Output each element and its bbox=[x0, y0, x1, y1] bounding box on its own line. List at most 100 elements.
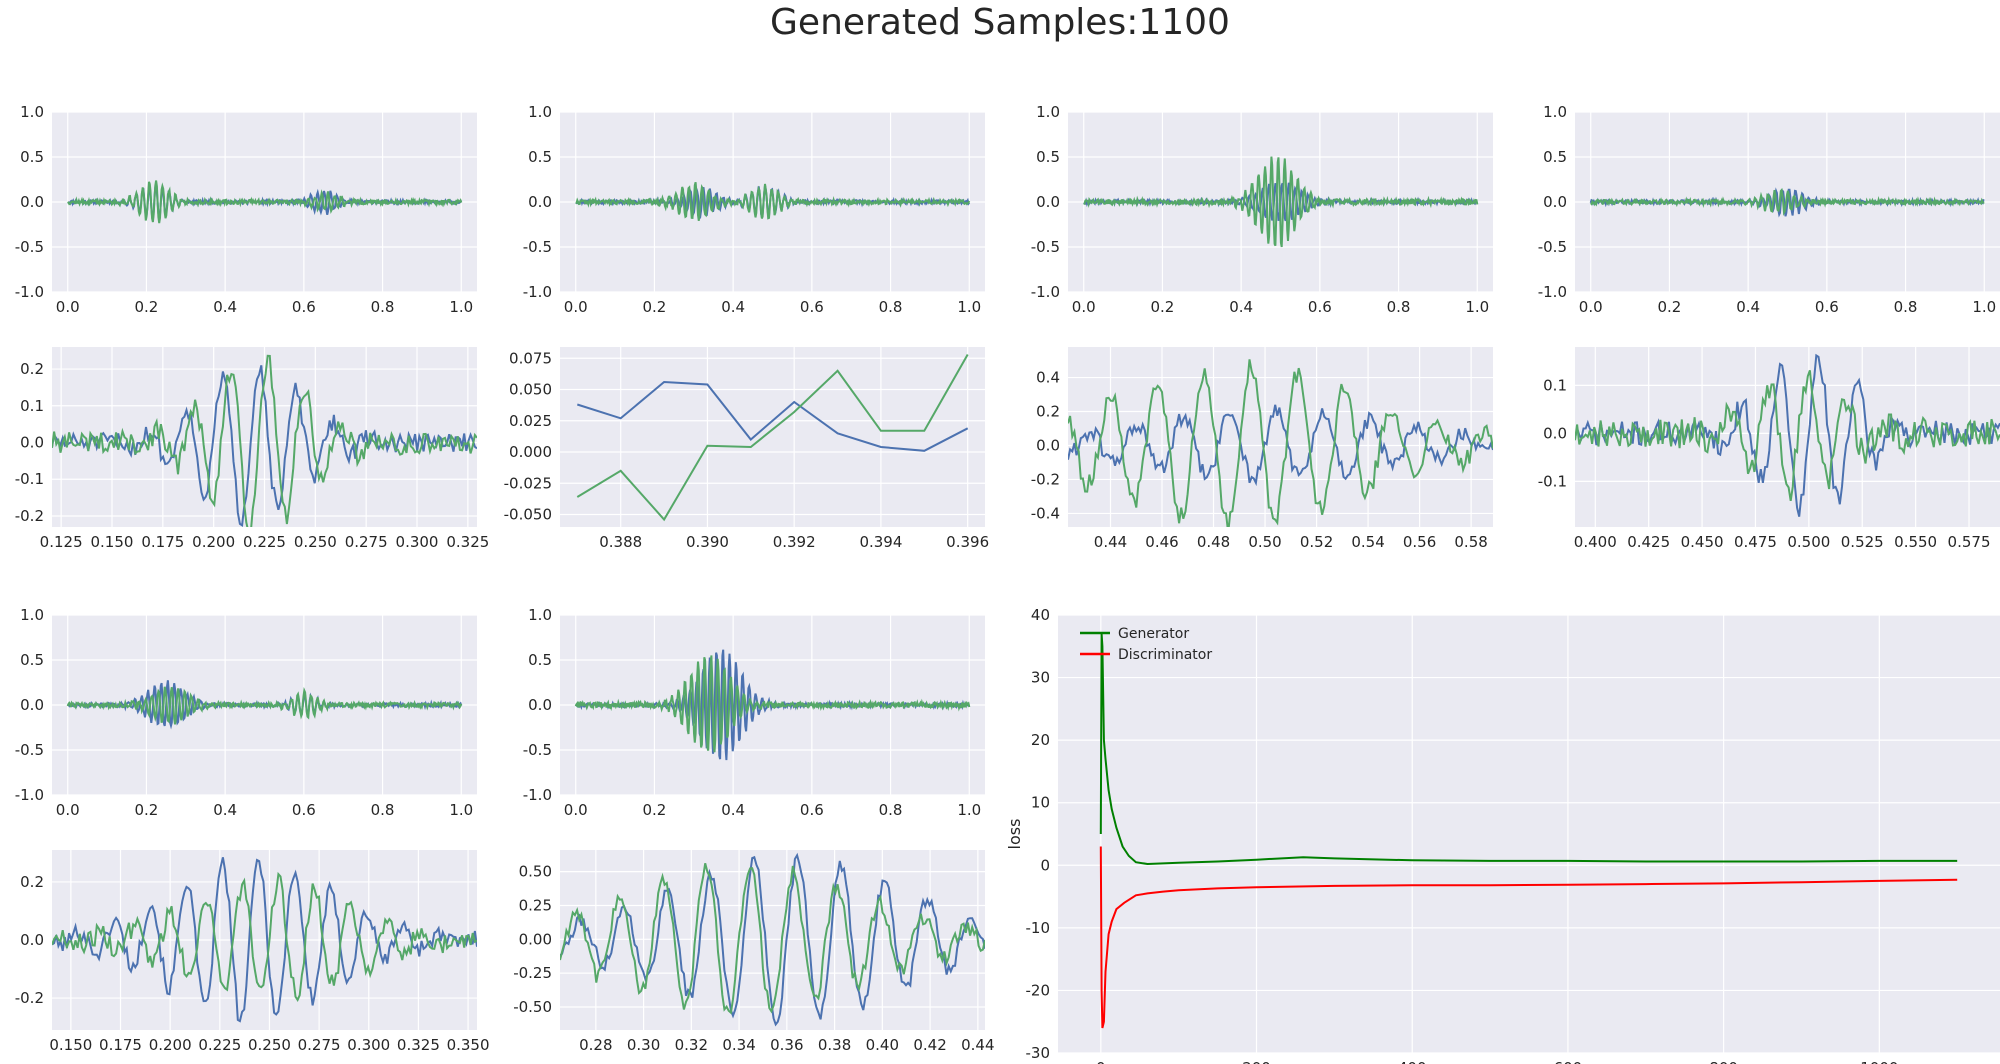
x-tick-label: 0.44 bbox=[1094, 533, 1127, 551]
x-tick-label: 0.6 bbox=[800, 298, 824, 316]
x-tick-label: 0.52 bbox=[1300, 533, 1333, 551]
x-tick-label: 0.2 bbox=[1658, 298, 1682, 316]
x-tick-label: 0.400 bbox=[1574, 533, 1617, 551]
x-tick-label: 0.2 bbox=[135, 298, 159, 316]
x-tick-label: 0.390 bbox=[686, 533, 729, 551]
y-tick-label: 0 bbox=[1040, 856, 1050, 874]
x-tick-label: 0.250 bbox=[248, 1036, 291, 1054]
y-tick-label: -0.025 bbox=[504, 474, 552, 492]
chart-s4_full: 1.0 0.5 0.0 -0.5 -1.0 0.0 0.2 0.4 0.6 0.8 1.0 bbox=[1538, 103, 2000, 316]
x-tick-label: 0.6 bbox=[292, 801, 316, 819]
x-tick-label: 0.450 bbox=[1681, 533, 1724, 551]
y-tick-label: 0.0 bbox=[20, 931, 44, 949]
y-tick-label: -0.5 bbox=[1538, 238, 1567, 256]
y-tick-label: 40 bbox=[1031, 606, 1050, 624]
x-tick-label: 0.4 bbox=[213, 298, 237, 316]
y-tick-label: -1.0 bbox=[15, 786, 44, 804]
series-line-green bbox=[1589, 187, 1985, 217]
y-tick-label: 0.5 bbox=[528, 651, 552, 669]
y-tick-label: 1.0 bbox=[20, 103, 44, 121]
y-tick-label: 0.5 bbox=[1543, 148, 1567, 166]
x-tick-label: 0.325 bbox=[397, 1036, 440, 1054]
y-tick-label: 0.4 bbox=[1036, 369, 1060, 387]
x-tick-label: 0.200 bbox=[149, 1036, 192, 1054]
x-tick-label: 0.6 bbox=[292, 298, 316, 316]
y-tick-label: 0.2 bbox=[20, 873, 44, 891]
y-tick-label: 0.5 bbox=[20, 148, 44, 166]
y-tick-label: 10 bbox=[1031, 794, 1050, 812]
y-tick-label: 30 bbox=[1031, 669, 1050, 687]
x-tick-label: 0.300 bbox=[396, 533, 439, 551]
legend-label: Discriminator bbox=[1118, 647, 1212, 663]
x-tick-label: 0.525 bbox=[1841, 533, 1884, 551]
x-tick-label: 800 bbox=[1709, 1059, 1738, 1064]
x-tick-label: 0.38 bbox=[818, 1036, 851, 1054]
y-tick-label: 1.0 bbox=[528, 103, 552, 121]
y-tick-label: -0.5 bbox=[523, 741, 552, 759]
x-tick-label: 0.200 bbox=[192, 533, 235, 551]
y-tick-label: 0.1 bbox=[20, 397, 44, 415]
y-tick-label: 0.2 bbox=[20, 360, 44, 378]
x-tick-label: 0.8 bbox=[879, 298, 903, 316]
y-tick-label: -20 bbox=[1026, 981, 1051, 999]
y-tick-label: -1.0 bbox=[15, 283, 44, 301]
series-line-discriminator bbox=[1099, 846, 1958, 1029]
x-tick-label: 400 bbox=[1398, 1059, 1427, 1064]
x-tick-label: 0.150 bbox=[91, 533, 134, 551]
series-line-blue bbox=[1068, 404, 1493, 487]
y-tick-label: -0.50 bbox=[513, 998, 552, 1016]
x-tick-label: 0.40 bbox=[866, 1036, 899, 1054]
chart-s1_zoom: 0.2 0.1 0.0 -0.1 -0.2 0.125 0.150 0.175 0.200 0.2… bbox=[15, 347, 489, 551]
x-tick-label: 0.50 bbox=[1248, 533, 1281, 551]
x-tick-label: 0.4 bbox=[1229, 298, 1253, 316]
x-tick-label: 0.125 bbox=[40, 533, 83, 551]
legend-label: Generator bbox=[1118, 626, 1189, 642]
y-axis-label: loss bbox=[1005, 819, 1024, 850]
x-tick-label: 0.0 bbox=[56, 801, 80, 819]
x-tick-label: 0.46 bbox=[1145, 533, 1178, 551]
y-tick-label: -0.5 bbox=[15, 238, 44, 256]
x-tick-label: 0.0 bbox=[564, 298, 588, 316]
y-tick-label: 0.0 bbox=[1036, 193, 1060, 211]
x-tick-label: 1.0 bbox=[449, 801, 473, 819]
y-tick-label: 20 bbox=[1031, 731, 1050, 749]
series-line-green bbox=[574, 655, 971, 753]
x-tick-label: 0.550 bbox=[1894, 533, 1937, 551]
series-line-green bbox=[67, 180, 463, 224]
x-tick-label: 0.275 bbox=[298, 1036, 341, 1054]
y-tick-label: 0.025 bbox=[509, 412, 552, 430]
x-tick-label: 1000 bbox=[1860, 1059, 1898, 1064]
chart-s5_zoom: 0.2 0.0 -0.2 0.150 0.175 0.200 0.225 0.250 0.275… bbox=[15, 850, 490, 1054]
y-tick-label: -0.2 bbox=[1031, 470, 1060, 488]
series-line-green bbox=[52, 871, 477, 1002]
series-line-green bbox=[1083, 156, 1479, 248]
series-line-generator bbox=[1099, 633, 1958, 866]
chart-s2_zoom: 0.075 0.050 0.025 0.000 -0.025 -0.050 0.388 0.3… bbox=[504, 347, 989, 551]
series-line-green bbox=[576, 354, 969, 522]
y-tick-label: -0.1 bbox=[1538, 472, 1567, 490]
y-tick-label: -0.1 bbox=[15, 470, 44, 488]
y-tick-label: -0.2 bbox=[15, 989, 44, 1007]
y-tick-label: 0.075 bbox=[509, 349, 552, 367]
x-tick-label: 0.8 bbox=[1894, 298, 1918, 316]
y-tick-label: 0.2 bbox=[1036, 403, 1060, 421]
y-tick-label: -1.0 bbox=[523, 786, 552, 804]
x-tick-label: 0.32 bbox=[675, 1036, 708, 1054]
x-tick-label: 0.36 bbox=[770, 1036, 803, 1054]
chart-s6_full: 1.0 0.5 0.0 -0.5 -1.0 0.0 0.2 0.4 0.6 0.8 1.0 bbox=[523, 606, 985, 819]
x-tick-label: 1.0 bbox=[1465, 298, 1489, 316]
series-line-blue bbox=[576, 380, 969, 452]
x-tick-label: 0.30 bbox=[627, 1036, 660, 1054]
x-tick-label: 0.350 bbox=[447, 1036, 490, 1054]
x-tick-label: 0.8 bbox=[371, 298, 395, 316]
series-line-green bbox=[1575, 370, 2000, 501]
y-tick-label: 0.0 bbox=[1543, 193, 1567, 211]
y-tick-label: 0.0 bbox=[1543, 424, 1567, 442]
x-tick-label: 0.425 bbox=[1627, 533, 1670, 551]
y-tick-label: 0.0 bbox=[528, 193, 552, 211]
chart-s4_zoom: 0.1 0.0 -0.1 0.400 0.425 0.450 0.475 0.500 0.525… bbox=[1538, 347, 2000, 551]
x-tick-label: 0.2 bbox=[1151, 298, 1175, 316]
y-tick-label: -0.5 bbox=[1031, 238, 1060, 256]
x-tick-label: 0.8 bbox=[879, 801, 903, 819]
